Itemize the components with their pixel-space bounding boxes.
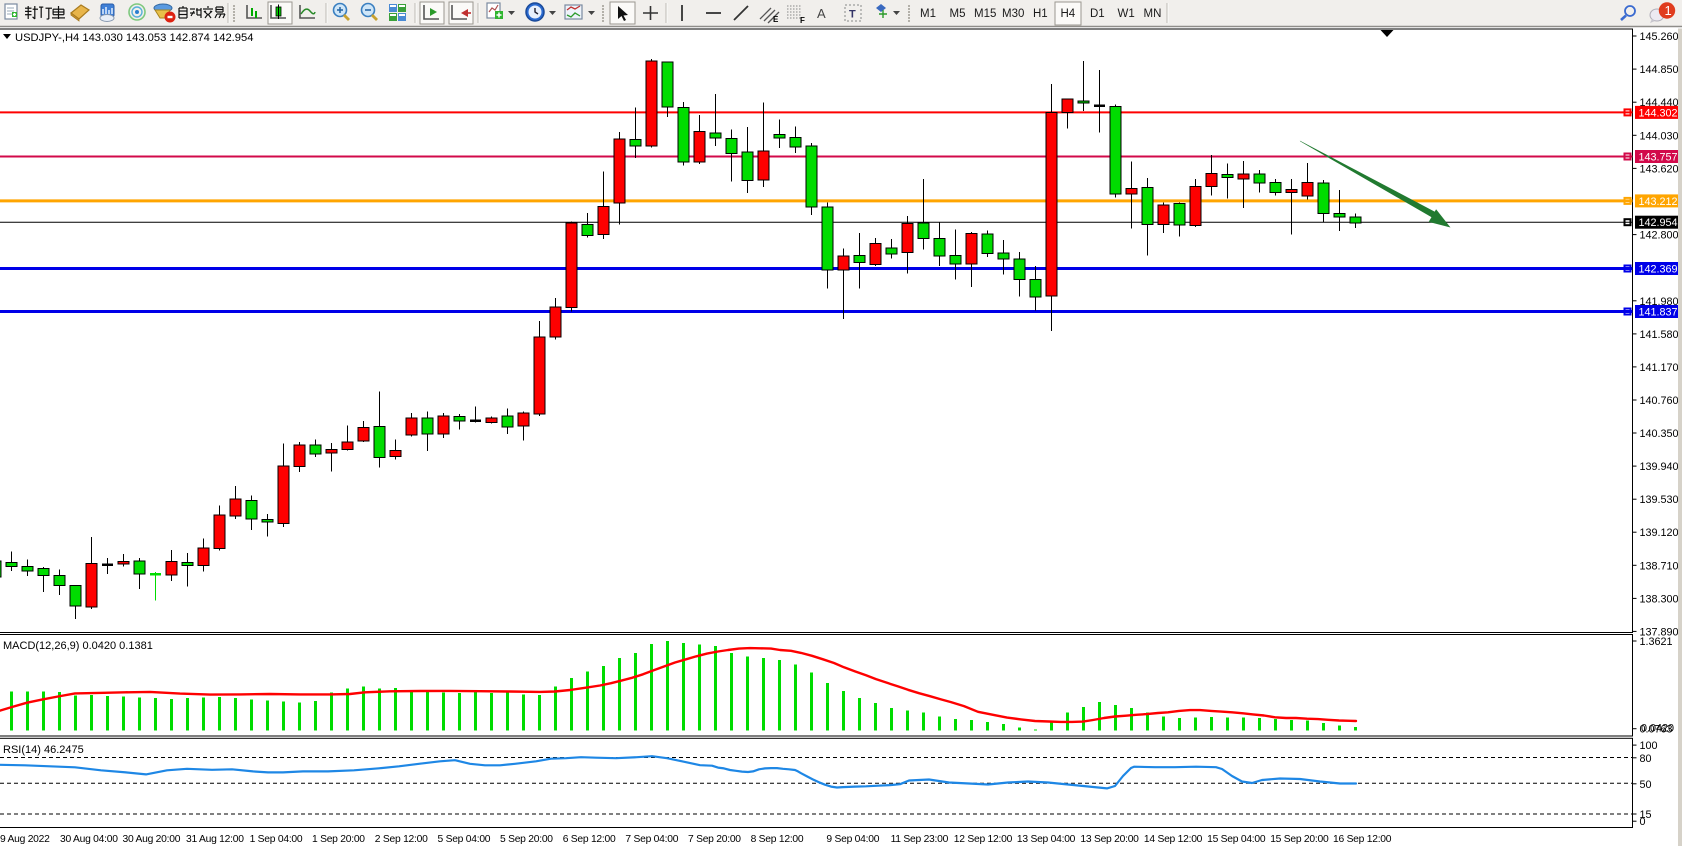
svg-text:1.3621: 1.3621 — [1640, 636, 1673, 648]
svg-text:80: 80 — [1640, 753, 1652, 765]
svg-text:50: 50 — [1640, 779, 1652, 791]
svg-text:144.850: 144.850 — [1640, 64, 1679, 76]
svg-text:137.890: 137.890 — [1640, 626, 1679, 638]
svg-text:138.300: 138.300 — [1640, 593, 1679, 605]
svg-text:H4: H4 — [1061, 8, 1076, 20]
svg-text:16 Sep 12:00: 16 Sep 12:00 — [1333, 834, 1392, 845]
svg-text:144.030: 144.030 — [1640, 130, 1679, 142]
svg-text:9 Sep 04:00: 9 Sep 04:00 — [826, 834, 879, 845]
svg-text:15: 15 — [1640, 809, 1652, 821]
svg-text:31 Aug 12:00: 31 Aug 12:00 — [186, 834, 244, 845]
svg-text:M5: M5 — [950, 8, 966, 20]
svg-text:W1: W1 — [1118, 8, 1135, 20]
svg-text:9 Aug 2022: 9 Aug 2022 — [0, 834, 50, 845]
svg-text:0: 0 — [1640, 816, 1646, 828]
svg-text:6 Sep 12:00: 6 Sep 12:00 — [563, 834, 616, 845]
svg-text:8 Sep 12:00: 8 Sep 12:00 — [751, 834, 804, 845]
svg-text:144.302: 144.302 — [1639, 107, 1678, 119]
svg-text:13 Sep 20:00: 13 Sep 20:00 — [1080, 834, 1139, 845]
svg-text:1 Sep 04:00: 1 Sep 04:00 — [250, 834, 303, 845]
svg-text:143.212: 143.212 — [1639, 196, 1678, 208]
svg-text:100: 100 — [1640, 740, 1658, 752]
svg-text:14 Sep 12:00: 14 Sep 12:00 — [1144, 834, 1203, 845]
svg-text:7 Sep 04:00: 7 Sep 04:00 — [625, 834, 678, 845]
svg-text:141.580: 141.580 — [1640, 329, 1679, 341]
svg-text:USDJPY-,H4 143.030 143.053 14: USDJPY-,H4 143.030 143.053 142.874 142.9… — [15, 32, 253, 44]
svg-text:15 Sep 20:00: 15 Sep 20:00 — [1270, 834, 1329, 845]
svg-text:143.757: 143.757 — [1639, 152, 1678, 164]
svg-text:E: E — [773, 15, 779, 24]
svg-text:145.260: 145.260 — [1640, 31, 1679, 43]
svg-text:H1: H1 — [1033, 8, 1048, 20]
svg-text:12 Sep 12:00: 12 Sep 12:00 — [954, 834, 1013, 845]
svg-text:0.0763: 0.0763 — [1640, 724, 1673, 736]
svg-text:142.954: 142.954 — [1639, 217, 1678, 229]
svg-text:140.760: 140.760 — [1640, 395, 1679, 407]
svg-text:0.0420: 0.0420 — [1641, 723, 1674, 735]
svg-text:11 Sep 23:00: 11 Sep 23:00 — [891, 834, 949, 845]
svg-text:5 Sep 20:00: 5 Sep 20:00 — [500, 834, 553, 845]
svg-text:15 Sep 04:00: 15 Sep 04:00 — [1207, 834, 1266, 845]
svg-text:13 Sep 04:00: 13 Sep 04:00 — [1017, 834, 1076, 845]
svg-text:A: A — [817, 6, 826, 21]
svg-text:1: 1 — [1665, 3, 1672, 18]
svg-text:M1: M1 — [920, 8, 936, 20]
svg-text:M30: M30 — [1002, 8, 1024, 20]
svg-text:141.170: 141.170 — [1640, 362, 1679, 374]
svg-text:142.369: 142.369 — [1639, 264, 1678, 276]
svg-text:F: F — [800, 16, 805, 25]
svg-text:RSI(14) 46.2475: RSI(14) 46.2475 — [3, 744, 84, 756]
svg-text:139.530: 139.530 — [1640, 494, 1679, 506]
svg-text:7 Sep 20:00: 7 Sep 20:00 — [688, 834, 741, 845]
svg-text:141.980: 141.980 — [1640, 296, 1679, 308]
svg-text:141.837: 141.837 — [1639, 307, 1678, 319]
svg-text:142.800: 142.800 — [1640, 230, 1679, 242]
svg-text:30 Aug 04:00: 30 Aug 04:00 — [60, 834, 118, 845]
svg-text:143.620: 143.620 — [1640, 163, 1679, 175]
svg-text:MACD(12,26,9) 0.0420 0.1381: MACD(12,26,9) 0.0420 0.1381 — [3, 640, 153, 652]
svg-text:139.940: 139.940 — [1640, 461, 1679, 473]
svg-text:M15: M15 — [974, 8, 996, 20]
svg-text:140.350: 140.350 — [1640, 428, 1679, 440]
svg-text:138.710: 138.710 — [1640, 560, 1679, 572]
svg-text:139.120: 139.120 — [1640, 527, 1679, 539]
svg-text:MN: MN — [1144, 8, 1162, 20]
svg-text:2 Sep 12:00: 2 Sep 12:00 — [375, 834, 428, 845]
svg-text:1 Sep 20:00: 1 Sep 20:00 — [312, 834, 365, 845]
svg-text:5 Sep 04:00: 5 Sep 04:00 — [438, 834, 491, 845]
svg-text:30 Aug 20:00: 30 Aug 20:00 — [123, 834, 181, 845]
svg-text:D1: D1 — [1090, 8, 1105, 20]
svg-text:T: T — [849, 9, 856, 21]
